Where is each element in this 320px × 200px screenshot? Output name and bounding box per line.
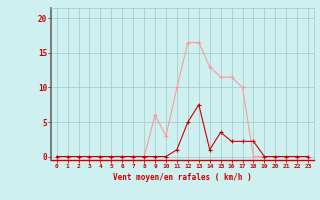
- X-axis label: Vent moyen/en rafales ( km/h ): Vent moyen/en rafales ( km/h ): [113, 173, 252, 182]
